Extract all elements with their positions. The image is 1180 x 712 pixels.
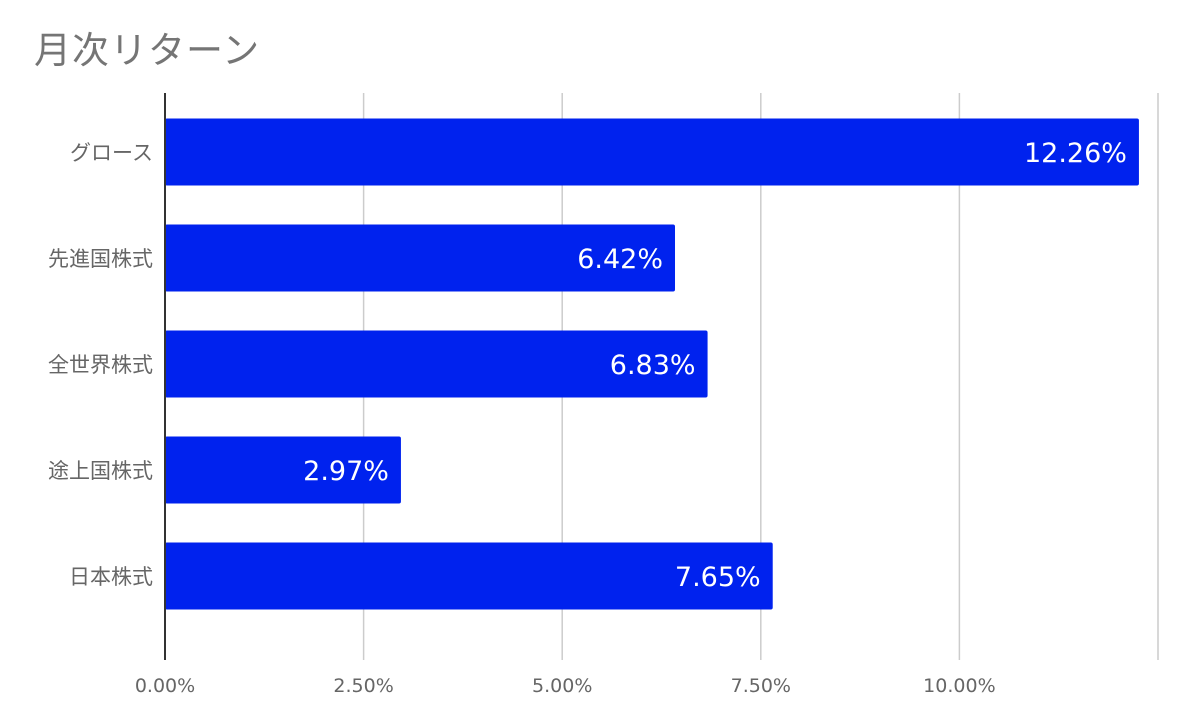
- data-label: 6.83%: [610, 350, 696, 381]
- data-label: 6.42%: [577, 244, 663, 275]
- category-label: 日本株式: [69, 565, 153, 589]
- labels: 12.26% グロース 6.42% 先進国株式 6.83% 全世界株式 2.97% 途上国株式…: [48, 138, 1127, 697]
- bar: [165, 118, 1139, 186]
- category-label: 途上国株式: [48, 459, 153, 483]
- category-label: 先進国株式: [48, 247, 153, 271]
- x-tick-label: 5.00%: [532, 675, 592, 697]
- bar: [165, 436, 401, 504]
- bar: [165, 224, 676, 292]
- x-tick-label: 0.00%: [135, 675, 195, 697]
- x-tick-label: 2.50%: [333, 675, 393, 697]
- bars: [165, 118, 1139, 610]
- bar: [165, 330, 708, 398]
- data-label: 12.26%: [1024, 138, 1127, 169]
- chart-title: 月次リターン: [34, 29, 261, 72]
- data-label: 2.97%: [303, 456, 389, 487]
- bar: [165, 542, 773, 610]
- x-tick-label: 7.50%: [731, 675, 791, 697]
- x-tick-label: 10.00%: [923, 675, 995, 697]
- data-label: 7.65%: [675, 562, 761, 593]
- category-label: 全世界株式: [48, 353, 153, 377]
- category-label: グロース: [70, 141, 153, 165]
